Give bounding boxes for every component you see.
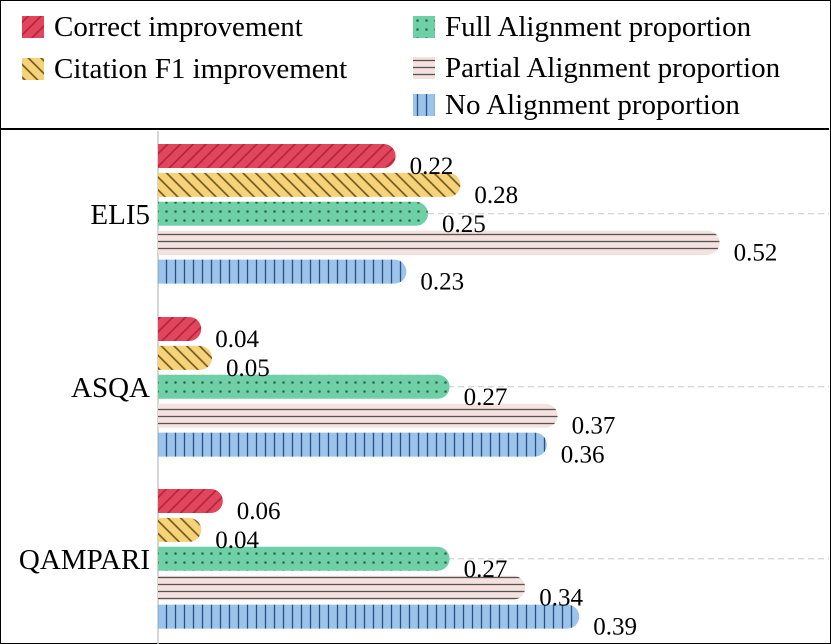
legend-item-correct-improvement: Correct improvement: [22, 10, 303, 43]
legend-label-correct-improvement: Correct improvement: [54, 10, 303, 43]
legend-swatch-citation-f1-improvement: [22, 58, 44, 80]
value-label-asqa-citation-f1-improvement: 0.05: [226, 355, 270, 382]
legend-item-partial-alignment: Partial Alignment proportion: [413, 51, 781, 84]
legend-swatch-correct-improvement: [22, 16, 44, 38]
category-label-qampari: QAMPARI: [19, 544, 150, 576]
legend: Correct improvement Citation F1 improvem…: [0, 0, 829, 130]
bar-asqa-citation-f1-improvement: [158, 345, 212, 370]
legend-label-full-alignment: Full Alignment proportion: [445, 10, 752, 43]
value-label-eli5-partial-alignment-proportion: 0.52: [734, 240, 778, 267]
category-label-asqa: ASQA: [71, 372, 150, 404]
legend-swatch-no-alignment: [413, 94, 435, 116]
value-label-eli5-correct-improvement: 0.22: [410, 153, 454, 180]
bar-eli5-full-alignment-proportion: [158, 201, 428, 226]
value-labels: 0.220.280.250.520.230.040.050.270.370.36…: [215, 153, 777, 641]
value-label-eli5-no-alignment-proportion: 0.23: [420, 269, 464, 296]
bar-qampari-partial-alignment-proportion: [158, 575, 526, 600]
bar-qampari-correct-improvement: [158, 489, 223, 513]
value-label-eli5-full-alignment-proportion: 0.25: [442, 211, 486, 238]
bar-eli5-no-alignment-proportion: [158, 259, 407, 284]
value-label-qampari-citation-f1-improvement: 0.04: [215, 527, 259, 554]
category-labels: ELI5 ASQA QAMPARI: [19, 199, 150, 576]
legend-item-full-alignment: Full Alignment proportion: [413, 10, 752, 43]
value-label-qampari-correct-improvement: 0.06: [237, 498, 281, 525]
value-label-qampari-full-alignment-proportion: 0.27: [464, 556, 508, 583]
legend-label-no-alignment: No Alignment proportion: [445, 88, 740, 121]
category-label-eli5: ELI5: [90, 199, 150, 231]
bars: [158, 144, 720, 629]
legend-swatch-partial-alignment: [413, 57, 435, 79]
bar-asqa-no-alignment-proportion: [158, 432, 547, 457]
value-label-asqa-full-alignment-proportion: 0.27: [464, 384, 508, 411]
bar-qampari-no-alignment-proportion: [158, 604, 580, 629]
bar-eli5-citation-f1-improvement: [158, 172, 461, 197]
value-label-qampari-no-alignment-proportion: 0.39: [593, 614, 637, 641]
legend-swatch-full-alignment: [413, 16, 435, 38]
legend-label-citation-f1-improvement: Citation F1 improvement: [54, 52, 348, 85]
legend-item-citation-f1-improvement: Citation F1 improvement: [22, 52, 348, 85]
value-label-asqa-no-alignment-proportion: 0.36: [561, 442, 605, 469]
value-label-asqa-correct-improvement: 0.04: [215, 326, 259, 353]
bar-qampari-citation-f1-improvement: [158, 517, 202, 542]
legend-label-partial-alignment: Partial Alignment proportion: [445, 51, 781, 84]
value-label-asqa-partial-alignment-proportion: 0.37: [572, 413, 616, 440]
bar-eli5-correct-improvement: [158, 144, 396, 168]
bar-eli5-partial-alignment-proportion: [158, 230, 720, 255]
bar-asqa-partial-alignment-proportion: [158, 403, 558, 428]
bar-asqa-correct-improvement: [158, 317, 202, 341]
value-label-qampari-partial-alignment-proportion: 0.34: [539, 585, 583, 612]
value-label-eli5-citation-f1-improvement: 0.28: [474, 182, 518, 209]
bar-asqa-full-alignment-proportion: [158, 374, 450, 399]
bar-qampari-full-alignment-proportion: [158, 546, 450, 571]
legend-item-no-alignment: No Alignment proportion: [413, 88, 740, 121]
